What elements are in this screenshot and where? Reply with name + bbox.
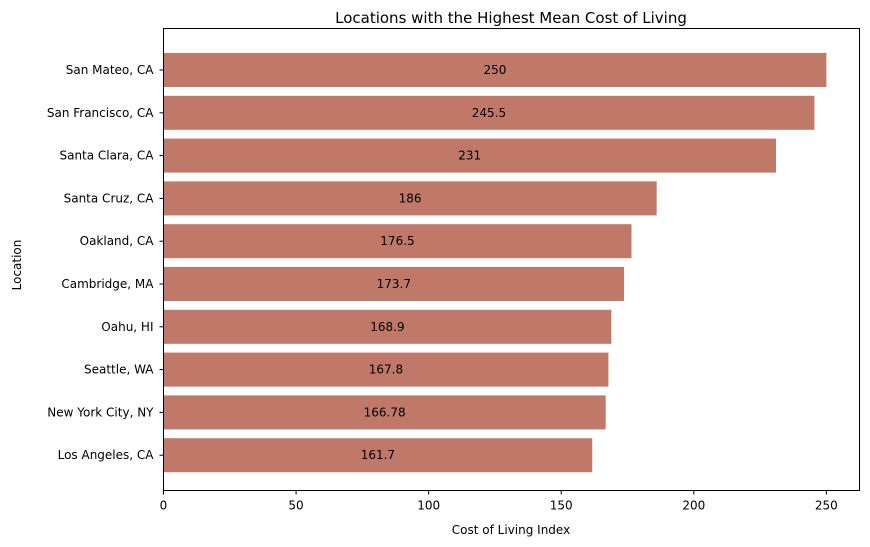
- plot-frame: [163, 28, 860, 491]
- bar-value-label: 250: [483, 63, 506, 77]
- bar-value-label: 173.7: [377, 277, 411, 291]
- x-tick-label: 50: [288, 499, 303, 513]
- y-tick-label: New York City, NY: [47, 405, 154, 419]
- y-tick-label: San Mateo, CA: [66, 63, 155, 77]
- bar: [163, 309, 612, 344]
- y-tick-label: Cambridge, MA: [61, 277, 154, 291]
- x-axis-label: Cost of Living Index: [452, 523, 570, 537]
- bar-value-label: 176.5: [380, 234, 414, 248]
- y-axis-label: Location: [10, 240, 24, 291]
- bar-value-label: 245.5: [472, 106, 506, 120]
- bar-value-label: 167.8: [369, 363, 403, 377]
- bar-value-label: 161.7: [361, 448, 395, 462]
- y-tick-label: San Francisco, CA: [47, 106, 154, 120]
- bar: [163, 224, 632, 259]
- y-tick-label: Santa Clara, CA: [59, 149, 154, 163]
- bar: [163, 95, 815, 130]
- x-tick-label: 250: [815, 499, 838, 513]
- bar-value-label: 168.9: [370, 320, 404, 334]
- bar: [163, 138, 776, 173]
- x-tick-label: 150: [550, 499, 573, 513]
- y-tick-label: Santa Cruz, CA: [64, 191, 155, 205]
- y-tick-label: Los Angeles, CA: [58, 448, 155, 462]
- bar: [163, 181, 657, 216]
- x-axis: 0 50 100 150 200 250: [160, 490, 838, 513]
- x-tick-label: 0: [160, 499, 168, 513]
- bar: [163, 352, 609, 387]
- bar-value-label: 166.78: [364, 405, 406, 419]
- x-tick-label: 200: [682, 499, 705, 513]
- bar-value-label: 186: [399, 191, 422, 205]
- y-tick-label: Seattle, WA: [84, 363, 154, 377]
- bar-value-label: 231: [458, 149, 481, 163]
- bars-group: [163, 53, 827, 473]
- bar: [163, 267, 625, 301]
- bar: [163, 438, 593, 473]
- bar: [163, 53, 827, 87]
- chart-title: Locations with the Highest Mean Cost of …: [335, 9, 687, 27]
- x-tick-label: 100: [417, 499, 440, 513]
- y-axis: San Mateo, CA San Francisco, CA Santa Clar…: [47, 63, 164, 462]
- y-tick-label: Oahu, HI: [101, 320, 153, 334]
- data-labels-group: 250 245.5 231 186 176.5 173.7 168.9 167.8 166.78…: [361, 63, 507, 462]
- y-tick-label: Oakland, CA: [80, 234, 155, 248]
- bar: [163, 395, 606, 430]
